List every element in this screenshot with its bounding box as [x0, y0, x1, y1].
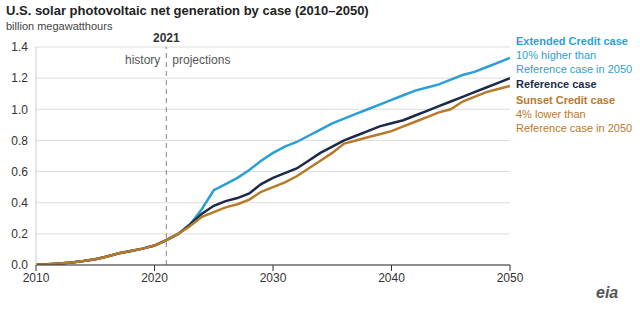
svg-text:0.4: 0.4	[11, 196, 28, 210]
svg-text:2020: 2020	[141, 271, 168, 285]
svg-text:1.0: 1.0	[11, 103, 28, 117]
html-text:Sunset Credit case: Sunset Credit case	[516, 94, 615, 106]
html-text:billion megawatthours: billion megawatthours	[6, 20, 113, 32]
svg-text:1.2: 1.2	[11, 71, 28, 85]
html-text:U.S. solar photovoltaic net ge: U.S. solar photovoltaic net generation b…	[6, 3, 369, 18]
svg-text:projections: projections	[172, 53, 230, 67]
svg-text:0.2: 0.2	[11, 227, 28, 241]
svg-text:0.0: 0.0	[11, 258, 28, 272]
html-text:4% lower than: 4% lower than	[516, 108, 586, 120]
html-text:Reference case: Reference case	[516, 78, 597, 90]
html-text:10% higher than: 10% higher than	[516, 49, 597, 61]
html-text:Reference case in 2050: Reference case in 2050	[516, 122, 633, 134]
svg-text:2010: 2010	[23, 271, 50, 285]
svg-text:history: history	[125, 53, 160, 67]
svg-text:2050: 2050	[497, 271, 524, 285]
svg-text:2030: 2030	[260, 271, 287, 285]
svg-text:0.8: 0.8	[11, 134, 28, 148]
svg-text:0.6: 0.6	[11, 165, 28, 179]
svg-text:1.4: 1.4	[11, 40, 28, 54]
svg-text:2021: 2021	[153, 31, 180, 45]
html-text:Reference case in 2050: Reference case in 2050	[516, 63, 633, 75]
svg-text:2040: 2040	[378, 271, 405, 285]
html-text:Extended Credit case: Extended Credit case	[516, 35, 628, 47]
html-text:eia: eia	[596, 284, 619, 301]
